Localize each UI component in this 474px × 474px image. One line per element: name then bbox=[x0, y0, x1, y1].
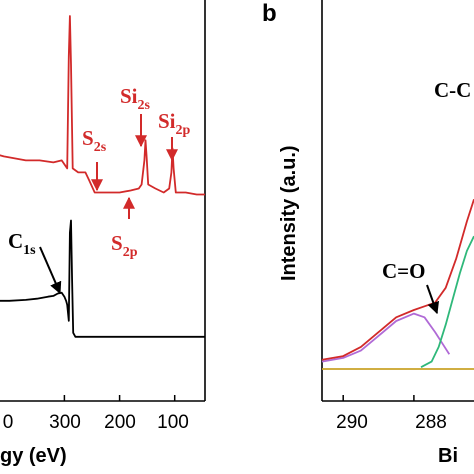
panel-b-series-line-1 bbox=[321, 312, 451, 363]
c1s-label: C1s bbox=[8, 229, 36, 258]
panel-b-series-line-4 bbox=[321, 199, 474, 361]
co-arrow bbox=[426, 284, 440, 315]
panel-a-tick-label-200: 200 bbox=[104, 412, 136, 433]
si2s-label: Si2s bbox=[120, 84, 151, 113]
panel-b-series-line-2 bbox=[420, 235, 474, 368]
panel-b-series bbox=[321, 199, 474, 370]
panel-a: 0 300 200 100 gy (eV) Si2s Si2p S2s S2p … bbox=[0, 0, 206, 467]
c1s-arrow bbox=[39, 246, 62, 295]
panel-a-tick-label-100: 100 bbox=[157, 412, 189, 433]
panel-b-tick-label-290: 290 bbox=[336, 412, 368, 433]
panel-b-ticks bbox=[342, 395, 415, 401]
panel-a-tick-label-300: 300 bbox=[49, 412, 81, 433]
panel-a-ticks bbox=[63, 395, 176, 401]
co-label: C=O bbox=[382, 259, 425, 283]
s2s-label: S2s bbox=[82, 126, 107, 155]
panel-a-series-line-2 bbox=[0, 219, 205, 338]
panel-a-series-line-1 bbox=[0, 15, 205, 196]
panel-b-tick-label-288: 288 bbox=[415, 412, 447, 433]
panel-a-x-axis-title: gy (eV) bbox=[0, 445, 67, 467]
si2p-label: Si2p bbox=[158, 109, 191, 138]
panel-a-series bbox=[0, 15, 205, 338]
panel-b-y-axis-title: Intensity (a.u.) bbox=[278, 145, 300, 281]
panel-b: b Intensity (a.u.) 290 288 Bi C=O C-C bbox=[262, 0, 474, 467]
s2p-label: S2p bbox=[111, 231, 138, 260]
panel-a-tick-label-400: 0 bbox=[3, 412, 14, 433]
panel-b-letter: b bbox=[262, 0, 277, 27]
panel-b-x-axis-title: Bi bbox=[438, 445, 458, 467]
cc-label: C-C bbox=[434, 78, 471, 102]
